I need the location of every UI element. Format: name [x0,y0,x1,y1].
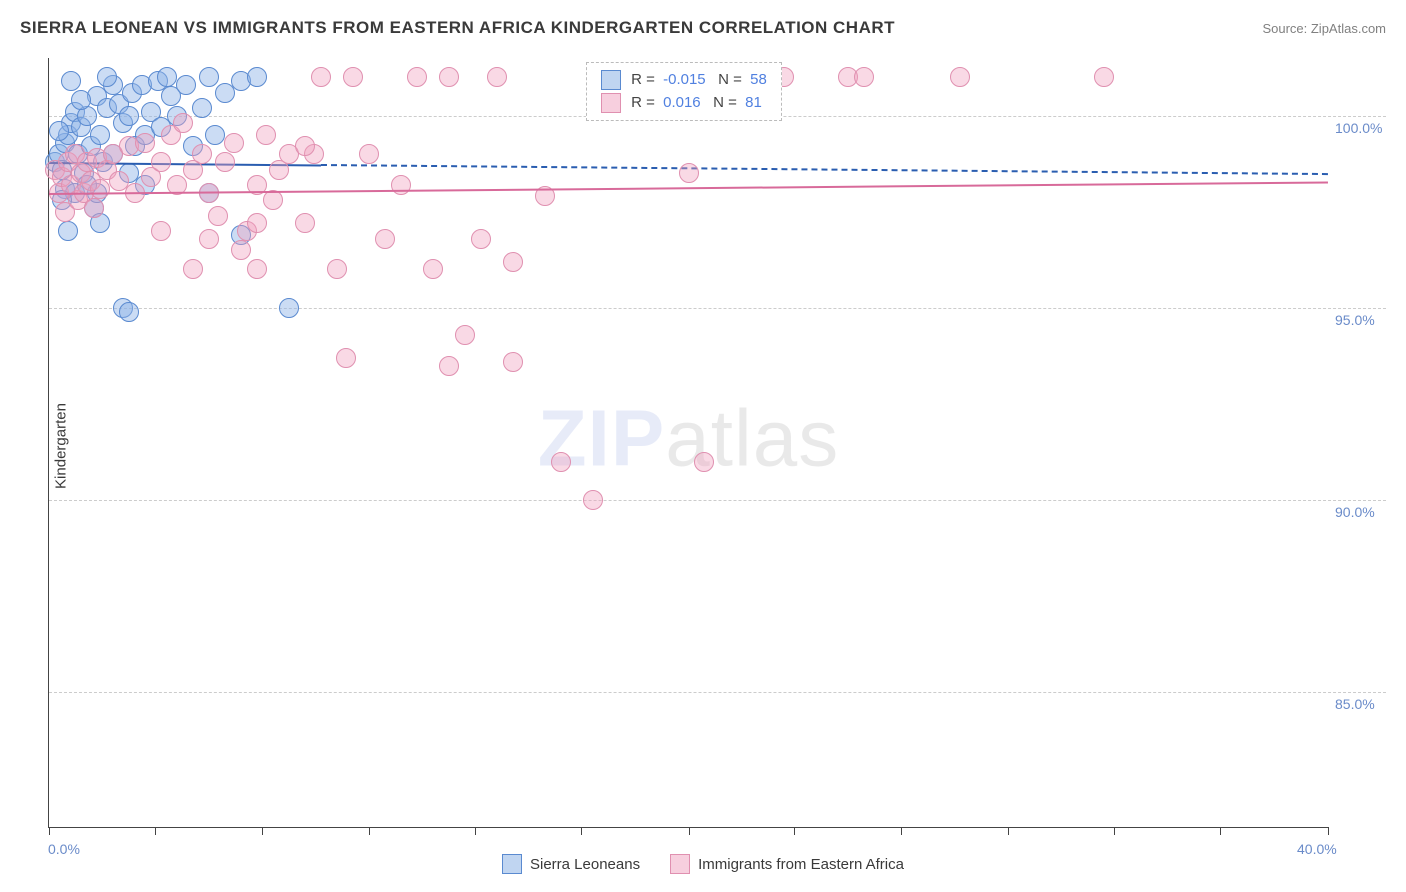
legend-item-series-2: Immigrants from Eastern Africa [670,854,904,874]
x-min-label: 0.0% [48,841,80,857]
scatter-point [247,213,267,233]
y-tick-label: 90.0% [1335,504,1375,520]
scatter-point [503,252,523,272]
scatter-plot: ZIPatlas R = -0.015 N = 58R = 0.016 N = … [48,58,1328,828]
scatter-point [950,67,970,87]
trend-line [321,164,1328,175]
scatter-point [263,190,283,210]
y-tick-label: 95.0% [1335,312,1375,328]
stats-legend-row: R = 0.016 N = 81 [601,92,767,115]
scatter-point [503,352,523,372]
x-tick [1220,827,1221,835]
x-tick [581,827,582,835]
legend-label: Immigrants from Eastern Africa [698,856,904,873]
x-tick [1328,827,1329,835]
gridline [49,500,1386,501]
watermark: ZIPatlas [538,392,839,484]
scatter-point [256,125,276,145]
x-tick [1008,827,1009,835]
scatter-point [327,259,347,279]
scatter-point [311,67,331,87]
scatter-point [487,67,507,87]
scatter-point [199,67,219,87]
x-tick [262,827,263,835]
scatter-point [84,198,104,218]
legend-label: Sierra Leoneans [530,856,640,873]
scatter-point [208,206,228,226]
scatter-point [176,75,196,95]
scatter-point [192,98,212,118]
bottom-legend: Sierra Leoneans Immigrants from Eastern … [0,854,1406,874]
legend-item-series-1: Sierra Leoneans [502,854,640,874]
x-tick [369,827,370,835]
legend-stats-text: R = -0.015 N = 58 [631,69,767,92]
scatter-point [97,67,117,87]
scatter-point [231,240,251,260]
scatter-point [58,221,78,241]
x-tick [49,827,50,835]
scatter-point [247,67,267,87]
scatter-point [90,179,110,199]
x-tick [155,827,156,835]
scatter-point [279,298,299,318]
scatter-point [359,144,379,164]
scatter-point [119,302,139,322]
scatter-point [375,229,395,249]
legend-swatch [670,854,690,874]
scatter-point [192,144,212,164]
scatter-point [71,90,91,110]
x-tick [794,827,795,835]
stats-legend: R = -0.015 N = 58R = 0.016 N = 81 [586,62,782,121]
scatter-point [854,67,874,87]
scatter-point [173,113,193,133]
scatter-point [247,259,267,279]
scatter-point [215,152,235,172]
scatter-point [61,71,81,91]
scatter-point [455,325,475,345]
gridline [49,692,1386,693]
scatter-point [679,163,699,183]
scatter-point [439,67,459,87]
scatter-point [151,221,171,241]
scatter-point [1094,67,1114,87]
x-tick [901,827,902,835]
x-tick [689,827,690,835]
scatter-point [49,121,69,141]
scatter-point [336,348,356,368]
scatter-point [423,259,443,279]
x-max-label: 40.0% [1297,841,1337,857]
scatter-point [119,106,139,126]
legend-swatch [601,93,621,113]
scatter-point [583,490,603,510]
scatter-point [151,152,171,172]
scatter-point [694,452,714,472]
header: SIERRA LEONEAN VS IMMIGRANTS FROM EASTER… [20,18,1386,38]
scatter-point [407,67,427,87]
legend-swatch [601,70,621,90]
gridline [49,308,1386,309]
scatter-point [183,259,203,279]
scatter-point [439,356,459,376]
legend-swatch [502,854,522,874]
scatter-point [471,229,491,249]
scatter-point [343,67,363,87]
legend-stats-text: R = 0.016 N = 81 [631,92,762,115]
scatter-point [157,67,177,87]
scatter-point [295,213,315,233]
x-tick [1114,827,1115,835]
y-tick-label: 100.0% [1335,120,1382,136]
scatter-point [224,133,244,153]
scatter-point [551,452,571,472]
source-attribution: Source: ZipAtlas.com [1262,21,1386,36]
scatter-point [295,136,315,156]
scatter-point [205,125,225,145]
y-tick-label: 85.0% [1335,696,1375,712]
stats-legend-row: R = -0.015 N = 58 [601,69,767,92]
chart-title: SIERRA LEONEAN VS IMMIGRANTS FROM EASTER… [20,18,895,38]
scatter-point [199,229,219,249]
scatter-point [135,133,155,153]
x-tick [475,827,476,835]
scatter-point [90,125,110,145]
